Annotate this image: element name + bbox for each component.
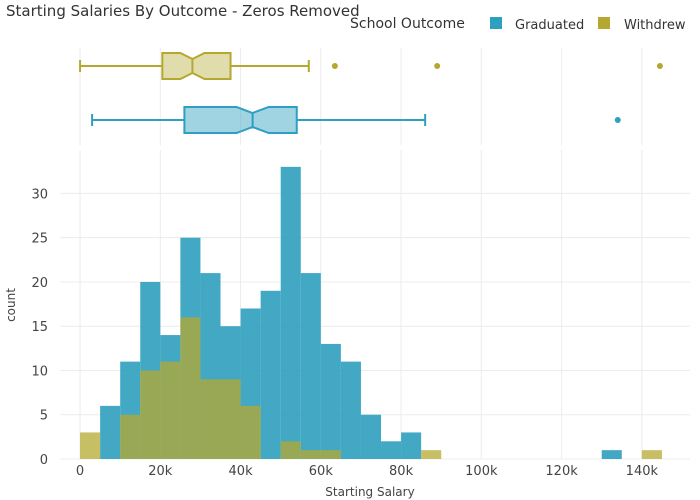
y-tick-label: 30 (31, 187, 48, 202)
histogram-bar-withdrew (140, 370, 161, 459)
boxplot-layer (79, 52, 663, 134)
histogram-bar-withdrew (421, 450, 442, 459)
legend-swatch-graduated[interactable] (490, 17, 502, 29)
histogram-bar-withdrew (160, 361, 181, 459)
x-tick-label: 20k (148, 464, 173, 479)
y-tick-label: 20 (31, 276, 48, 291)
box-withdrew (161, 52, 232, 80)
y-tick-label: 10 (31, 364, 48, 379)
legend-title[interactable]: School Outcome (350, 16, 465, 32)
x-tick-label: 120k (545, 464, 578, 479)
histogram-bar-graduated (601, 450, 622, 459)
legend-label-graduated[interactable]: Graduated (515, 18, 584, 33)
legend: School Outcome Graduated Withdrew (350, 16, 686, 33)
histogram-bar-withdrew (220, 379, 241, 459)
histogram-layer (80, 166, 662, 459)
histogram-bar-withdrew (180, 317, 201, 459)
histogram-bar-withdrew (280, 441, 301, 459)
chart-title: Starting Salaries By Outcome - Zeros Rem… (6, 2, 360, 20)
x-tick-label: 140k (626, 464, 659, 479)
histogram-bar-withdrew (300, 450, 321, 459)
histogram-bar-withdrew (240, 405, 261, 459)
tick-layer: 0 20k 40k 60k 80k 100k 120k 140k 0 5 10 15 20 25 30 (31, 187, 658, 479)
y-tick-label: 5 (40, 409, 48, 424)
y-tick-label: 0 (40, 453, 48, 468)
legend-swatch-withdrew[interactable] (598, 17, 610, 29)
legend-label-withdrew[interactable]: Withdrew (624, 18, 686, 33)
x-tick-label: 80k (389, 464, 414, 479)
histogram-bar-graduated (320, 343, 341, 459)
y-tick-label: 25 (31, 232, 48, 247)
box-graduated (183, 106, 298, 134)
histogram-bar-graduated (280, 166, 301, 459)
x-tick-label: 60k (309, 464, 334, 479)
histogram-bar-graduated (260, 290, 281, 459)
histogram-bar-withdrew (80, 432, 101, 459)
x-axis-label: Starting Salary (325, 485, 414, 499)
histogram-bar-graduated (381, 441, 402, 459)
x-tick-label: 100k (465, 464, 498, 479)
histogram-bar-withdrew (120, 414, 141, 459)
x-tick-label: 40k (229, 464, 254, 479)
histogram-bar-graduated (300, 273, 321, 459)
histogram-bar-graduated (100, 405, 121, 459)
x-tick-label: 0 (76, 464, 84, 479)
histogram-bar-graduated (401, 432, 422, 459)
histogram-bar-withdrew (641, 450, 662, 459)
box-outlier-point (614, 117, 621, 123)
histogram-bar-graduated (340, 361, 361, 459)
histogram-bar-graduated (360, 414, 382, 459)
y-axis-label: count (4, 288, 18, 322)
box-outlier-point (434, 63, 441, 69)
box-outlier-point (331, 63, 338, 69)
histogram-bar-withdrew (200, 379, 221, 459)
histogram-bar-withdrew (320, 450, 341, 459)
box-outlier-point (656, 63, 663, 69)
y-tick-label: 15 (31, 320, 48, 335)
